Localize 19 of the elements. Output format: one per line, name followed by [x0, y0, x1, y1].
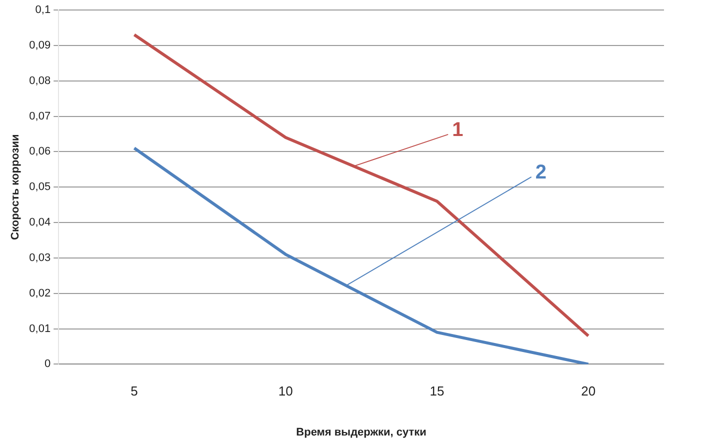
text: 1: [452, 118, 464, 141]
y-tick-label: 0,08: [29, 74, 51, 87]
y-tick-label: 0,09: [29, 39, 51, 52]
y-tick-label: 0,01: [29, 322, 51, 335]
y-axis-title: Скорость коррозии: [10, 134, 22, 240]
y-tick-label: 0,07: [29, 110, 51, 122]
y-tick-label: 0,06: [29, 146, 51, 158]
x-tick-label: 20: [581, 384, 596, 399]
y-tick-label: 0,04: [29, 216, 51, 229]
y-tick-label: 0,02: [29, 287, 51, 300]
x-tick-label: 15: [430, 384, 444, 399]
text: 2: [535, 161, 546, 184]
y-tick-label: 0,1: [35, 4, 51, 16]
y-tick-label: 0,03: [29, 252, 51, 264]
y-tick-label: 0: [44, 358, 51, 370]
x-tick-label: 10: [278, 384, 293, 399]
x-axis-title: Время выдержки, сутки: [296, 426, 426, 438]
y-tick-label: 0,05: [29, 181, 51, 194]
x-tick-label: 5: [130, 384, 138, 399]
